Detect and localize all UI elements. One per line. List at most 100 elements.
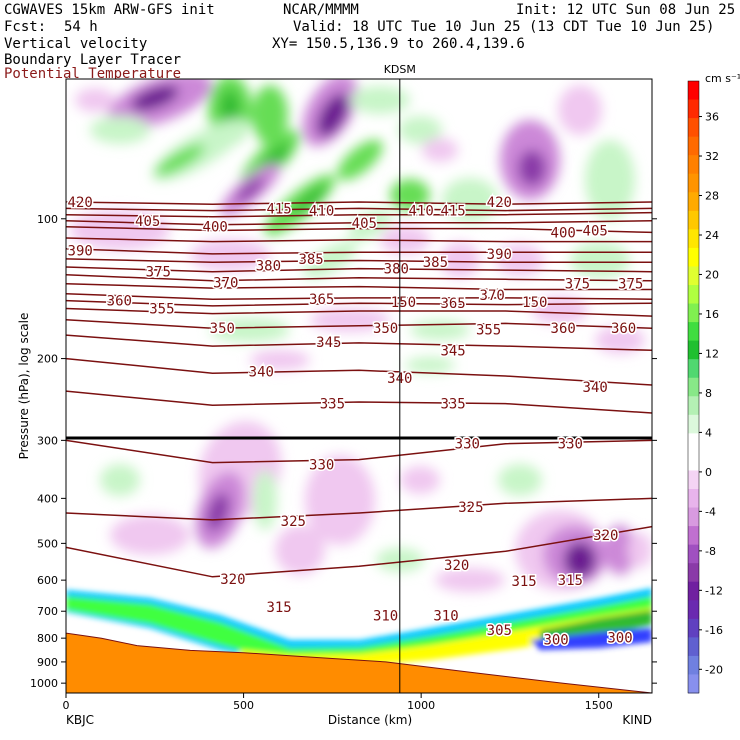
- theta-label: 300: [543, 632, 568, 648]
- colorbar-swatch: [688, 285, 699, 305]
- y-tick-label: 800: [37, 632, 58, 645]
- theta-line-410: [66, 211, 652, 218]
- theta-label: 315: [266, 600, 291, 616]
- colorbar-swatch: [688, 563, 699, 583]
- theta-line-355: [66, 307, 652, 317]
- theta-label: 345: [316, 335, 341, 351]
- colorbar-swatch: [688, 192, 699, 212]
- colorbar-swatch: [688, 155, 699, 175]
- y-tick-label: 200: [37, 353, 58, 366]
- theta-label: 325: [458, 500, 483, 516]
- y-tick-label: 600: [37, 574, 58, 587]
- colorbar-label: 24: [705, 229, 719, 242]
- theta-label: 405: [135, 214, 160, 230]
- colorbar-swatch: [688, 136, 699, 156]
- upper-wave-pattern: [70, 79, 645, 373]
- theta-label: 350: [373, 321, 398, 337]
- start-station-label: KBJC: [66, 713, 94, 727]
- theta-label: 420: [487, 195, 512, 211]
- theta-line-350: [66, 319, 652, 329]
- theta-label: 375: [618, 277, 643, 293]
- theta-label: 375: [565, 277, 590, 293]
- theta-line-415: [66, 207, 652, 212]
- end-station-label: KIND: [622, 713, 652, 727]
- station-label: KDSM: [384, 63, 416, 76]
- theta-line-330: [66, 439, 652, 464]
- theta-line-370: [66, 282, 652, 291]
- colorbar-label: -16: [705, 624, 723, 637]
- theta-line-340: [66, 357, 652, 386]
- theta-label: 380: [256, 258, 281, 274]
- theta-line-320: [66, 525, 652, 578]
- colorbar-swatch: [688, 99, 699, 119]
- theta-label: 360: [551, 321, 576, 337]
- colorbar-swatch: [688, 489, 699, 509]
- colorbar-frame: [687, 80, 700, 694]
- colorbar-swatch: [688, 581, 699, 601]
- theta-label: 315: [558, 573, 583, 589]
- theta-label: 315: [511, 574, 536, 590]
- theta-label: 150: [522, 295, 547, 311]
- theta-label: 415: [266, 201, 291, 217]
- colorbar-swatch: [688, 322, 699, 342]
- colorbar-swatch: [688, 655, 699, 675]
- y-axis-label: Pressure (hPa), log scale: [17, 313, 31, 460]
- colorbar-swatch: [688, 81, 699, 101]
- colorbar-swatch: [688, 396, 699, 416]
- x-tick-label: 1500: [585, 699, 613, 712]
- init-time: Init: 12 UTC Sun 08 Jun 25: [516, 2, 736, 18]
- theta-label: 355: [476, 322, 501, 338]
- colorbar-label: -4: [705, 505, 716, 518]
- theta-line-375: [66, 274, 652, 282]
- theta-line-335: [66, 390, 652, 414]
- y-tick-label: 100: [37, 213, 58, 226]
- y-tick-label: 700: [37, 605, 58, 618]
- theta-label: 305: [487, 623, 512, 639]
- theta-label: 310: [433, 609, 458, 625]
- colorbar-swatch: [688, 247, 699, 267]
- theta-label: 150: [391, 295, 416, 311]
- x-tick-label: 0: [63, 699, 70, 712]
- colorbar-swatch: [688, 210, 699, 230]
- theta-label: 345: [440, 343, 465, 359]
- colorbar-unit: cm s⁻¹: [705, 72, 740, 85]
- y-tick-label: 300: [37, 434, 58, 447]
- theta-label: 415: [440, 204, 465, 220]
- colorbar-swatch: [688, 674, 699, 694]
- colorbar-label: 8: [705, 387, 712, 400]
- theta-label: 385: [423, 255, 448, 271]
- theta-label: 310: [373, 609, 398, 625]
- colorbar-swatch: [688, 303, 699, 323]
- theta-label: 400: [203, 220, 228, 236]
- theta-label: 340: [583, 380, 608, 396]
- forecast-label: Fcst:: [4, 19, 47, 35]
- colorbar-swatch: [688, 340, 699, 360]
- colorbar-swatch: [688, 433, 699, 453]
- theta-line-395: [66, 237, 652, 243]
- colorbar-swatch: [688, 526, 699, 546]
- theta-label: 370: [480, 288, 505, 304]
- colorbar-swatch: [688, 414, 699, 434]
- theta-label: 335: [440, 397, 465, 413]
- theta-label: 365: [309, 292, 334, 308]
- theta-label: 350: [210, 321, 235, 337]
- valid-time: Valid: 18 UTC Tue 10 Jun 25 (13 CDT Tue …: [293, 19, 715, 35]
- colorbar-swatch: [688, 173, 699, 193]
- colorbar-label: 12: [705, 347, 719, 360]
- x-axis: 0 500 1000 1500: [63, 693, 613, 712]
- theta-label: 405: [583, 224, 608, 240]
- theta-label: 370: [213, 275, 238, 291]
- y-tick-label: 900: [37, 656, 58, 669]
- terrain: [66, 632, 652, 693]
- theta-label: 340: [249, 364, 274, 380]
- theta-label: 330: [558, 437, 583, 453]
- theta-label: 355: [149, 302, 174, 318]
- forecast-hours: 54 h: [64, 19, 98, 35]
- theta-label: 335: [320, 397, 345, 413]
- theta-label: 330: [309, 457, 334, 473]
- colorbar-label: 20: [705, 268, 719, 281]
- theta-label: 320: [220, 572, 245, 588]
- colorbar-swatch: [688, 377, 699, 397]
- colorbar-swatch: [688, 470, 699, 490]
